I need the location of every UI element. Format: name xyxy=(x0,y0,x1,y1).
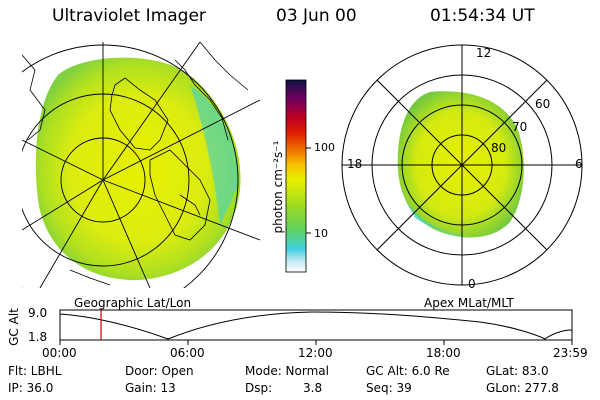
polar-plot xyxy=(341,44,583,286)
footer-door: Door: Open xyxy=(125,364,194,378)
footer-dsp-value: 3.8 xyxy=(303,381,323,395)
gc-alt-axis-label: GC Alt xyxy=(6,308,21,346)
time-label: 01:54:34 UT xyxy=(430,6,535,26)
colorbar-tick-10: 10 xyxy=(314,227,328,240)
colorbar-label: photon cm⁻²s⁻¹ xyxy=(271,140,285,234)
mlt-label-0: 0 xyxy=(468,277,476,291)
footer-glat: GLat: 83.0 xyxy=(486,364,549,378)
gc-alt-ytick-9: 9.0 xyxy=(28,306,48,320)
coastlines xyxy=(22,42,249,286)
colorbar xyxy=(285,79,311,273)
footer-seq: Seq: 39 xyxy=(366,381,412,395)
footer-gain: Gain: 13 xyxy=(125,381,176,395)
gc-alt-xtick-3: 18:00 xyxy=(426,346,461,360)
date-label: 03 Jun 00 xyxy=(276,6,357,26)
gc-alt-xtick-1: 06:00 xyxy=(170,346,205,360)
footer-gc-alt: GC Alt: 6.0 Re xyxy=(366,364,450,378)
geo-grid xyxy=(22,42,260,288)
gc-alt-curve xyxy=(59,311,573,340)
gc-alt-xtick-2: 12:00 xyxy=(298,346,333,360)
mlat-label-80: 80 xyxy=(491,141,507,155)
mlat-label-70: 70 xyxy=(512,120,528,134)
gc-alt-xtick-4: 23:59 xyxy=(553,346,588,360)
footer-flt: Flt: LBHL xyxy=(8,364,62,378)
mlt-label-6: 6 xyxy=(575,157,583,171)
footer-glon: GLon: 277.8 xyxy=(486,381,559,395)
apex-panel-label: Apex MLat/MLT xyxy=(424,296,514,310)
geographic-map xyxy=(22,42,260,288)
geo-panel-label: Geographic Lat/Lon xyxy=(74,296,192,310)
mlt-label-18: 18 xyxy=(347,157,363,171)
gc-alt-xtick-0: 00:00 xyxy=(42,346,77,360)
footer-dsp-label: Dsp: xyxy=(245,381,273,395)
mlat-label-60: 60 xyxy=(535,97,551,111)
app-title: Ultraviolet Imager xyxy=(52,6,206,26)
gc-alt-plot xyxy=(59,309,573,345)
footer-ip: IP: 36.0 xyxy=(8,381,54,395)
aurora-image-geo xyxy=(35,57,241,281)
gc-alt-ytick-1-8: 1.8 xyxy=(28,330,48,344)
footer-mode: Mode: Normal xyxy=(245,364,329,378)
colorbar-tick-100: 100 xyxy=(314,141,335,154)
mlt-label-12: 12 xyxy=(476,46,492,60)
